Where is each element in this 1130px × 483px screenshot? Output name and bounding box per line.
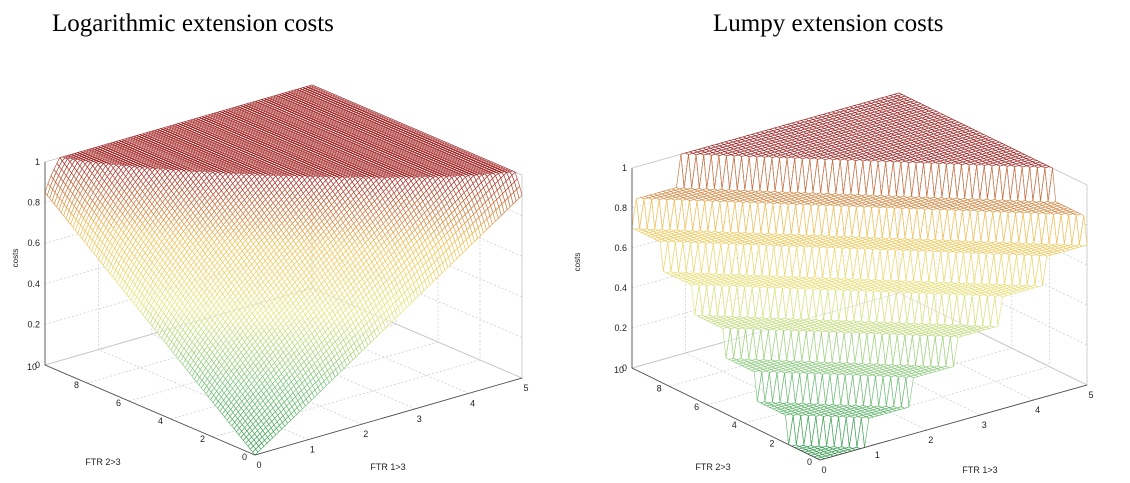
chart-panel-logarithmic: Logarithmic extension costs 0 0.2 0.4 0.6 0.… — [11, 10, 529, 472]
chart-title: Logarithmic extension costs — [52, 10, 334, 37]
